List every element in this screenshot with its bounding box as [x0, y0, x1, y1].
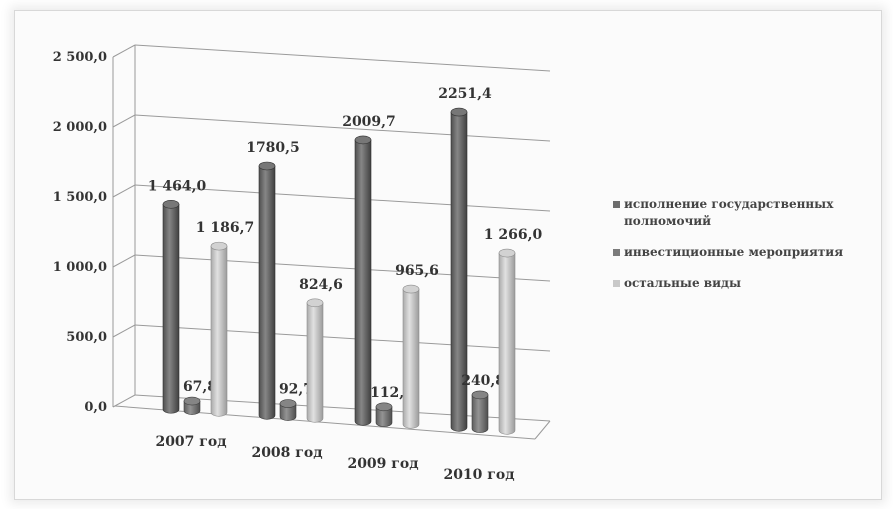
bar-3-2 — [498, 252, 516, 435]
bar-top-3-2 — [498, 248, 516, 258]
gridline-2 — [134, 254, 551, 282]
bar-3-1 — [471, 394, 489, 433]
bar-2-1 — [375, 406, 393, 427]
data-label-3-0: 2251,4 — [438, 86, 492, 102]
legend-label-1: инвестиционные мероприятия — [624, 245, 844, 259]
bar-1-2 — [306, 302, 324, 423]
floor-right-edge — [534, 420, 551, 440]
y-tick-label: 0,0 — [84, 400, 107, 415]
bar-top-2-1 — [375, 402, 393, 412]
bar-2-0 — [354, 139, 372, 426]
gridline-4 — [134, 114, 551, 142]
legend-item-2: остальные виды — [613, 275, 893, 292]
bar-top-0-1 — [183, 396, 201, 406]
bar-top-1-2 — [306, 298, 324, 308]
y-tick-label: 1 500,0 — [53, 190, 107, 205]
data-label-2-2: 965,6 — [395, 263, 439, 279]
bar-top-3-0 — [450, 107, 468, 117]
legend: исполнение государственных полномочий ин… — [613, 196, 893, 306]
x-tick-label: 2008 год — [251, 445, 322, 461]
x-tick-label: 2010 год — [443, 467, 514, 483]
data-label-0-0: 1 464,0 — [148, 178, 207, 194]
bar-1-0 — [258, 165, 276, 420]
gridline-1 — [134, 324, 551, 352]
data-label-0-1: 67,8 — [183, 379, 217, 395]
bar-top-2-0 — [354, 135, 372, 145]
bar-top-0-2 — [210, 241, 228, 251]
chart-frame: 0,0 500,0 1 000,0 1 500,0 2 000,0 2 500,0 1 46… — [14, 10, 882, 500]
bar-top-1-1 — [279, 399, 297, 408]
bar-top-0-0 — [162, 199, 180, 209]
data-label-1-0: 1780,5 — [246, 140, 300, 156]
bar-top-3-1 — [471, 390, 489, 400]
gridline-side-1 — [112, 324, 136, 338]
data-label-0-2: 1 186,7 — [196, 220, 254, 236]
legend-item-1: инвестиционные мероприятия — [613, 244, 893, 261]
bar-top-2-2 — [402, 284, 420, 294]
gridline-3 — [134, 184, 551, 212]
data-label-1-2: 824,6 — [299, 277, 343, 293]
bar-0-2 — [210, 245, 228, 417]
data-label-1-1: 92,7 — [279, 382, 313, 398]
y-tick-label: 500,0 — [66, 330, 107, 345]
y-tick-label: 2 000,0 — [53, 120, 107, 135]
x-tick-label: 2009 год — [347, 456, 418, 472]
bar-2-2 — [402, 288, 420, 429]
bar-top-1-0 — [258, 161, 276, 171]
legend-swatch-0 — [613, 201, 620, 208]
gridline-side-5 — [112, 44, 136, 58]
bar-3-0 — [450, 111, 468, 432]
data-label-3-2: 1 266,0 — [484, 227, 543, 243]
bar-chart: 0,0 500,0 1 000,0 1 500,0 2 000,0 2 500,0 1 46… — [53, 44, 551, 483]
y-tick-label: 1 000,0 — [53, 260, 107, 275]
gridline-side-0 — [112, 394, 136, 408]
legend-label-0: исполнение государственных полномочий — [624, 197, 834, 228]
x-tick-label: 2007 год — [155, 434, 226, 450]
legend-swatch-2 — [613, 280, 620, 287]
data-label-2-0: 2009,7 — [342, 114, 396, 130]
legend-item-0: исполнение государственных полномочий — [613, 196, 893, 230]
bar-0-0 — [162, 203, 180, 414]
legend-swatch-1 — [613, 249, 620, 256]
gridline-side-3 — [112, 184, 136, 198]
legend-label-2: остальные виды — [624, 276, 742, 290]
gridline-side-4 — [112, 114, 136, 128]
gridline-side-2 — [112, 254, 136, 268]
gridline-5 — [134, 44, 551, 72]
y-tick-label: 2 500,0 — [53, 50, 107, 65]
bar-1-1 — [279, 403, 297, 421]
